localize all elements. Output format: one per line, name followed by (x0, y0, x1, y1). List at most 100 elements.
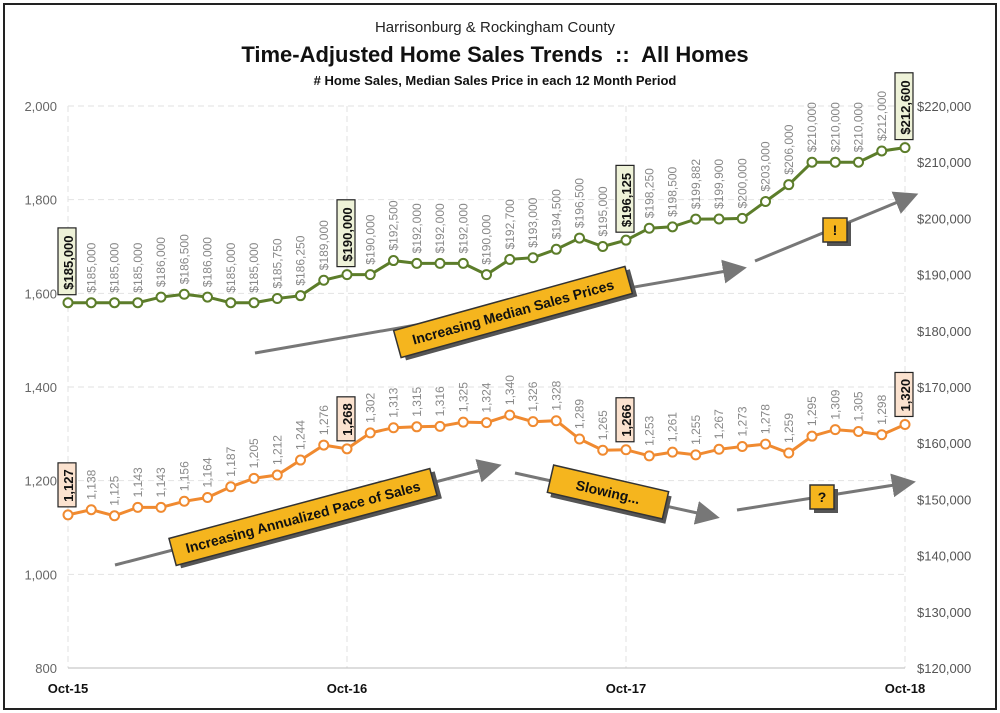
data-label: $190,000 (340, 207, 355, 261)
data-point (481, 269, 492, 281)
left-tick-label: 1,200 (24, 474, 57, 489)
x-tick-label: Oct-17 (606, 681, 646, 696)
data-point (481, 417, 492, 429)
data-point (388, 255, 399, 267)
highlight-box (57, 227, 77, 296)
data-label: $194,500 (549, 189, 563, 239)
annotation-text: Increasing Annualized Pace of Sales (184, 478, 422, 556)
data-label-highlight: $185,000 (57, 227, 77, 296)
axes: 800 1,000 1,200 1,400 1,600 1,800 2,000 $120,00… (24, 99, 971, 696)
data-label: 1,255 (689, 415, 703, 445)
data-label: 1,325 (456, 382, 470, 412)
data-label-highlight: 1,266 (615, 397, 635, 443)
data-point (853, 156, 864, 168)
data-label: $192,000 (410, 203, 424, 253)
data-label: $206,000 (782, 124, 796, 174)
highlight-box (336, 199, 356, 268)
data-point (411, 257, 423, 269)
data-point (225, 481, 237, 493)
right-tick-label: $140,000 (917, 549, 971, 564)
data-point (109, 510, 120, 522)
data-label: 1,298 (875, 394, 889, 424)
data-label: $200,000 (735, 158, 749, 208)
data-point (876, 145, 888, 157)
right-tick-label: $220,000 (917, 99, 971, 114)
data-point (388, 422, 399, 434)
data-point (690, 449, 702, 461)
data-point (341, 269, 353, 281)
data-point (899, 418, 911, 430)
series-lines (62, 142, 911, 522)
data-label: $186,250 (294, 235, 308, 285)
data-point (597, 444, 609, 456)
annotation-price: Increasing Median Sales Prices (392, 265, 638, 361)
data-point (364, 269, 376, 281)
data-point (248, 297, 260, 309)
data-point (62, 297, 74, 309)
data-point (550, 243, 562, 255)
left-tick-label: 2,000 (24, 99, 57, 114)
highlight-box (615, 397, 635, 443)
left-tick-label: 1,400 (24, 380, 57, 395)
data-label: 1,138 (84, 469, 98, 499)
data-point (713, 443, 725, 455)
right-tick-label: $170,000 (917, 380, 971, 395)
data-point (690, 213, 702, 225)
data-label-highlight: $190,000 (336, 199, 356, 268)
data-label: 1,125 (108, 475, 122, 505)
data-point (85, 504, 97, 516)
right-tick-label: $180,000 (917, 324, 971, 339)
data-label: 1,309 (828, 389, 842, 419)
right-tick-label: $210,000 (917, 155, 971, 170)
data-point (550, 415, 562, 427)
data-point (202, 291, 213, 303)
data-label: 1,143 (154, 467, 168, 497)
data-point (527, 252, 539, 264)
data-point (806, 156, 818, 168)
data-point (411, 421, 423, 433)
data-point (132, 501, 144, 513)
data-label: $193,000 (526, 197, 540, 247)
data-point (504, 253, 516, 265)
data-point (574, 232, 585, 244)
data-label: 1,259 (782, 413, 796, 443)
annotation-box (809, 484, 835, 510)
annotation-exclaim: ! (822, 217, 851, 246)
data-point (155, 501, 167, 513)
data-label: 1,340 (503, 375, 517, 405)
data-point (341, 443, 353, 455)
annotation-box (546, 464, 670, 520)
data-label: 1,295 (805, 396, 819, 426)
data-label: 1,266 (619, 404, 634, 437)
data-label: 1,244 (294, 420, 308, 450)
data-point (202, 492, 213, 504)
data-labels: $185,000 $185,000 $185,000 $185,000 $186,000… (57, 72, 914, 508)
data-label: $192,500 (387, 200, 401, 250)
annotation-text: Increasing Median Sales Prices (410, 276, 615, 347)
annotation-box (168, 467, 438, 567)
data-label-highlight: 1,268 (336, 396, 356, 442)
data-label: 1,305 (852, 391, 866, 421)
data-label: $210,000 (852, 102, 866, 152)
data-label: $190,000 (363, 214, 377, 264)
data-label: 1,320 (898, 379, 913, 412)
data-point (899, 142, 911, 154)
data-point (178, 288, 190, 300)
data-point (434, 420, 446, 432)
data-point (62, 509, 74, 521)
annotation-text: ! (833, 222, 838, 238)
data-point (876, 429, 888, 441)
data-label: $192,000 (433, 203, 447, 253)
data-label: 1,313 (387, 387, 401, 417)
data-point (271, 292, 283, 304)
data-point (667, 446, 678, 458)
data-label: 1,164 (201, 457, 215, 487)
data-point (85, 297, 97, 309)
data-point (760, 438, 771, 450)
annotation-slowing: Slowing... (546, 464, 672, 524)
data-point (829, 424, 841, 436)
data-point (643, 450, 655, 462)
annotation-box (392, 265, 634, 359)
data-label: 1,268 (340, 403, 355, 436)
data-point (132, 297, 144, 309)
